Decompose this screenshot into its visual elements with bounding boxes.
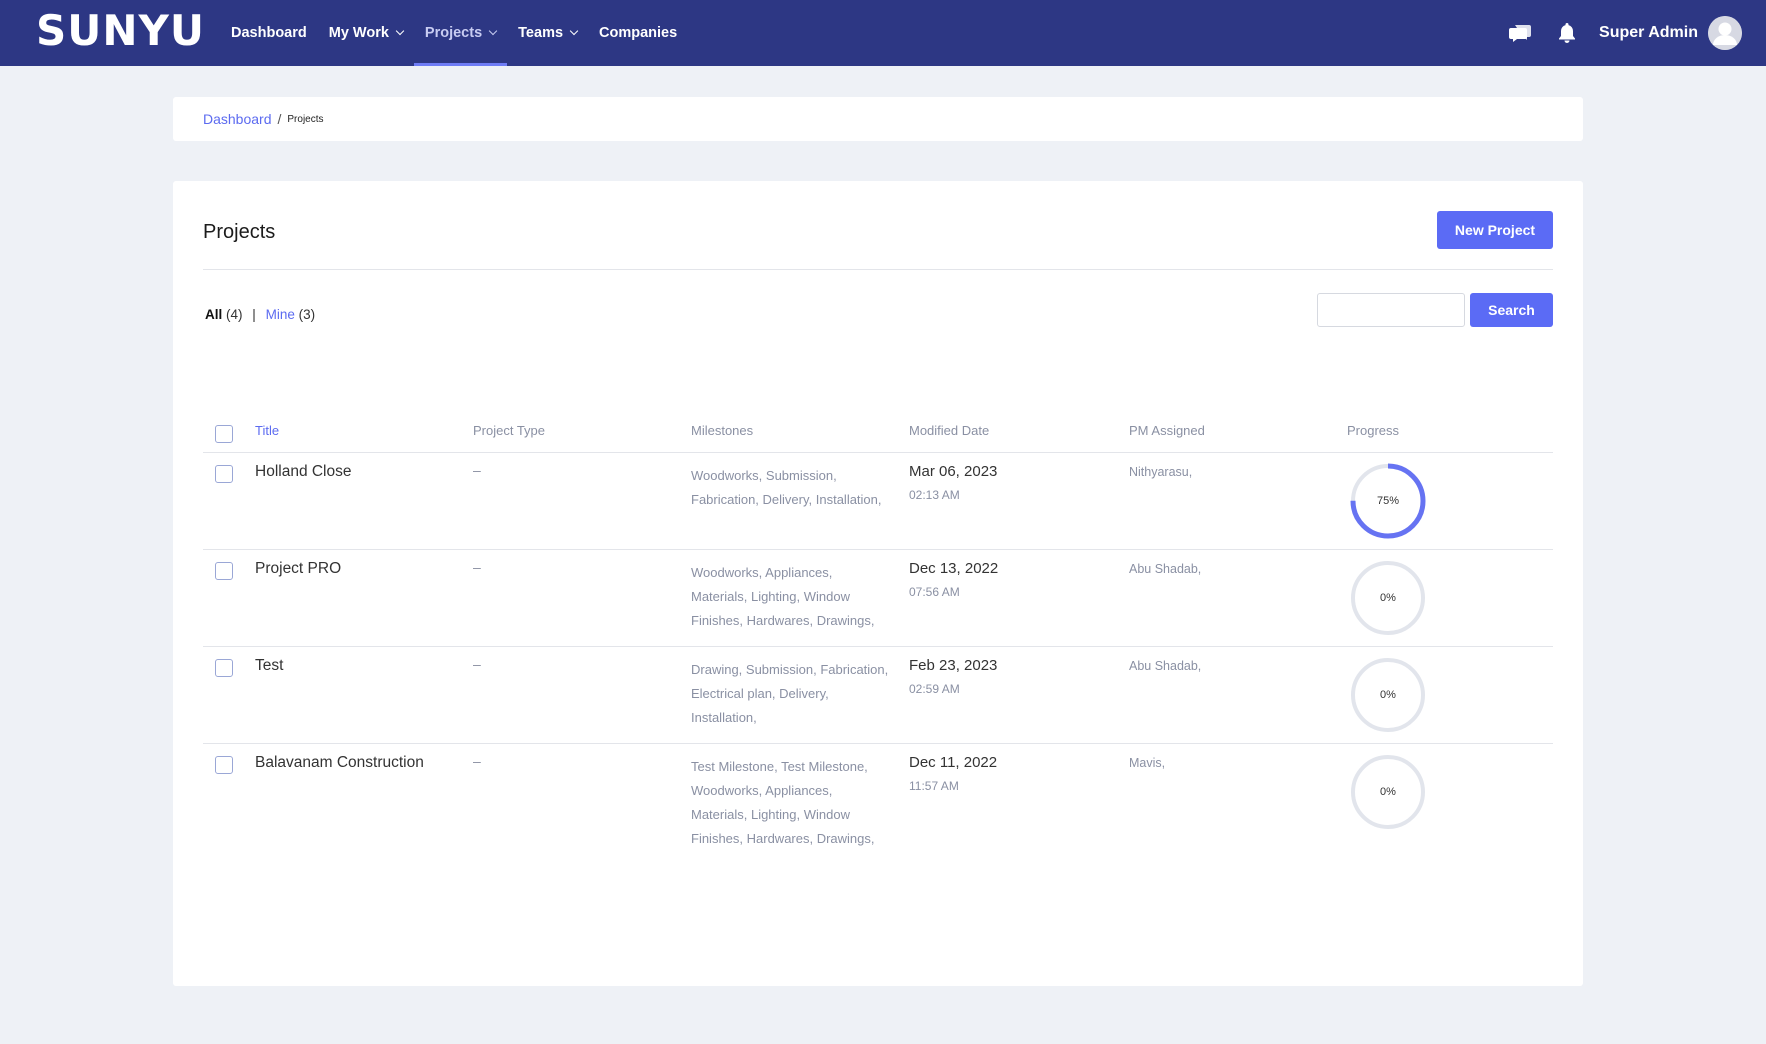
progress-label: 75% [1376, 495, 1400, 507]
project-milestones: Drawing, Submission, Fabrication, Electr… [691, 662, 889, 725]
nav-dashboard-label: Dashboard [231, 25, 307, 41]
project-milestones: Woodworks, Submission, Fabrication, Deli… [691, 468, 882, 507]
modified-date: Mar 06, 2023 02:13 AM [909, 463, 997, 502]
progress-label: 0% [1380, 592, 1396, 604]
table-row[interactable]: Project PRO – Woodworks, Appliances, Mater… [203, 550, 1553, 647]
project-title[interactable]: Holland Close [255, 463, 352, 480]
modified-time-value: 02:13 AM [909, 488, 960, 502]
breadcrumb-dashboard-link[interactable]: Dashboard [203, 111, 272, 127]
breadcrumb-current: Projects [287, 113, 324, 125]
chat-icon[interactable] [1507, 19, 1535, 47]
nav-my-work-label: My Work [328, 25, 389, 41]
modified-time-value: 02:59 AM [909, 682, 960, 696]
header-divider [203, 269, 1553, 270]
filter-all-count: (4) [226, 307, 243, 322]
project-milestones: Test Milestone, Test Milestone, Woodwork… [691, 759, 875, 846]
progress-ring: 0% [1347, 557, 1429, 639]
column-project-type: Project Type [473, 423, 546, 438]
breadcrumb-separator: / [277, 111, 282, 127]
pm-assigned: Abu Shadab, [1129, 562, 1202, 576]
project-filters: All (4) | Mine (3) [205, 307, 315, 322]
modified-date-value: Mar 06, 2023 [909, 463, 998, 480]
nav-companies[interactable]: Companies [588, 0, 688, 66]
row-checkbox[interactable] [215, 465, 233, 483]
progress-ring: 0% [1347, 751, 1429, 833]
project-type: – [473, 462, 481, 478]
filter-separator: | [252, 307, 256, 322]
filter-mine-count: (3) [298, 307, 316, 322]
modified-time-value: 11:57 AM [909, 779, 959, 793]
chevron-down-icon [569, 26, 579, 36]
table-row[interactable]: Balavanam Construction – Test Milestone, T… [203, 744, 1553, 846]
nav-companies-label: Companies [599, 25, 678, 41]
nav-teams-label: Teams [518, 25, 564, 41]
nav-dashboard[interactable]: Dashboard [220, 0, 318, 66]
progress-label: 0% [1380, 786, 1396, 798]
chevron-down-icon [395, 26, 405, 36]
top-navbar: SUNYU Dashboard My Work Projects Teams C… [0, 0, 1766, 66]
modified-date: Feb 23, 2023 02:59 AM [909, 657, 997, 696]
new-project-button[interactable]: New Project [1437, 211, 1553, 249]
column-title[interactable]: Title [255, 423, 280, 438]
projects-table: Title Project Type Milestones Modified D… [203, 413, 1553, 846]
bell-icon[interactable] [1553, 19, 1581, 47]
modified-date-value: Dec 11, 2022 [909, 754, 998, 771]
modified-date-value: Dec 13, 2022 [909, 560, 999, 577]
pm-assigned: Nithyarasu, [1129, 465, 1193, 479]
project-title[interactable]: Balavanam Construction [255, 754, 424, 771]
select-all-checkbox[interactable] [215, 425, 233, 443]
page-title: Projects [203, 221, 276, 243]
search-button[interactable]: Search [1470, 293, 1553, 327]
breadcrumb: Dashboard / Projects [173, 97, 1583, 141]
search-input[interactable] [1317, 293, 1465, 327]
progress-label: 0% [1380, 689, 1396, 701]
project-milestones: Woodworks, Appliances, Materials, Lighti… [691, 565, 875, 628]
filter-all[interactable]: All [205, 307, 223, 322]
table-header: Title Project Type Milestones Modified D… [203, 413, 1553, 453]
progress-ring: 75% [1347, 460, 1429, 542]
nav-teams[interactable]: Teams [507, 0, 588, 66]
project-title[interactable]: Project PRO [255, 560, 342, 577]
row-checkbox[interactable] [215, 756, 233, 774]
project-type: – [473, 656, 481, 672]
row-checkbox[interactable] [215, 562, 233, 580]
projects-card: Projects New Project All (4) | Mine (3) … [173, 181, 1583, 986]
app-logo[interactable]: SUNYU [36, 6, 206, 55]
row-checkbox[interactable] [215, 659, 233, 677]
nav-projects-label: Projects [424, 25, 483, 41]
project-title[interactable]: Test [255, 657, 284, 674]
pm-assigned: Mavis, [1129, 756, 1166, 770]
chevron-down-icon [488, 26, 498, 36]
nav-my-work[interactable]: My Work [318, 0, 414, 66]
avatar-icon[interactable] [1708, 16, 1742, 50]
table-row[interactable]: Test – Drawing, Submission, Fabrication, E… [203, 647, 1553, 744]
modified-date: Dec 11, 2022 11:57 AM [909, 754, 997, 793]
progress-ring: 0% [1347, 654, 1429, 736]
project-type: – [473, 753, 481, 769]
table-row[interactable]: Holland Close – Woodworks, Submission, Fab… [203, 453, 1553, 550]
filter-mine[interactable]: Mine [265, 307, 295, 322]
column-progress: Progress [1347, 423, 1400, 438]
table-body: Holland Close – Woodworks, Submission, Fab… [203, 453, 1553, 846]
user-name[interactable]: Super Admin [1599, 24, 1698, 41]
modified-date-value: Feb 23, 2023 [909, 657, 998, 674]
column-modified-date: Modified Date [909, 423, 990, 438]
nav-projects[interactable]: Projects [413, 0, 508, 66]
column-pm-assigned: PM Assigned [1129, 423, 1205, 438]
main-nav: Dashboard My Work Projects Teams Compani… [220, 0, 688, 66]
pm-assigned: Abu Shadab, [1129, 659, 1202, 673]
column-milestones: Milestones [691, 423, 754, 438]
user-area: Super Admin [1507, 0, 1742, 66]
modified-time-value: 07:56 AM [909, 585, 960, 599]
modified-date: Dec 13, 2022 07:56 AM [909, 560, 998, 599]
project-type: – [473, 559, 481, 575]
